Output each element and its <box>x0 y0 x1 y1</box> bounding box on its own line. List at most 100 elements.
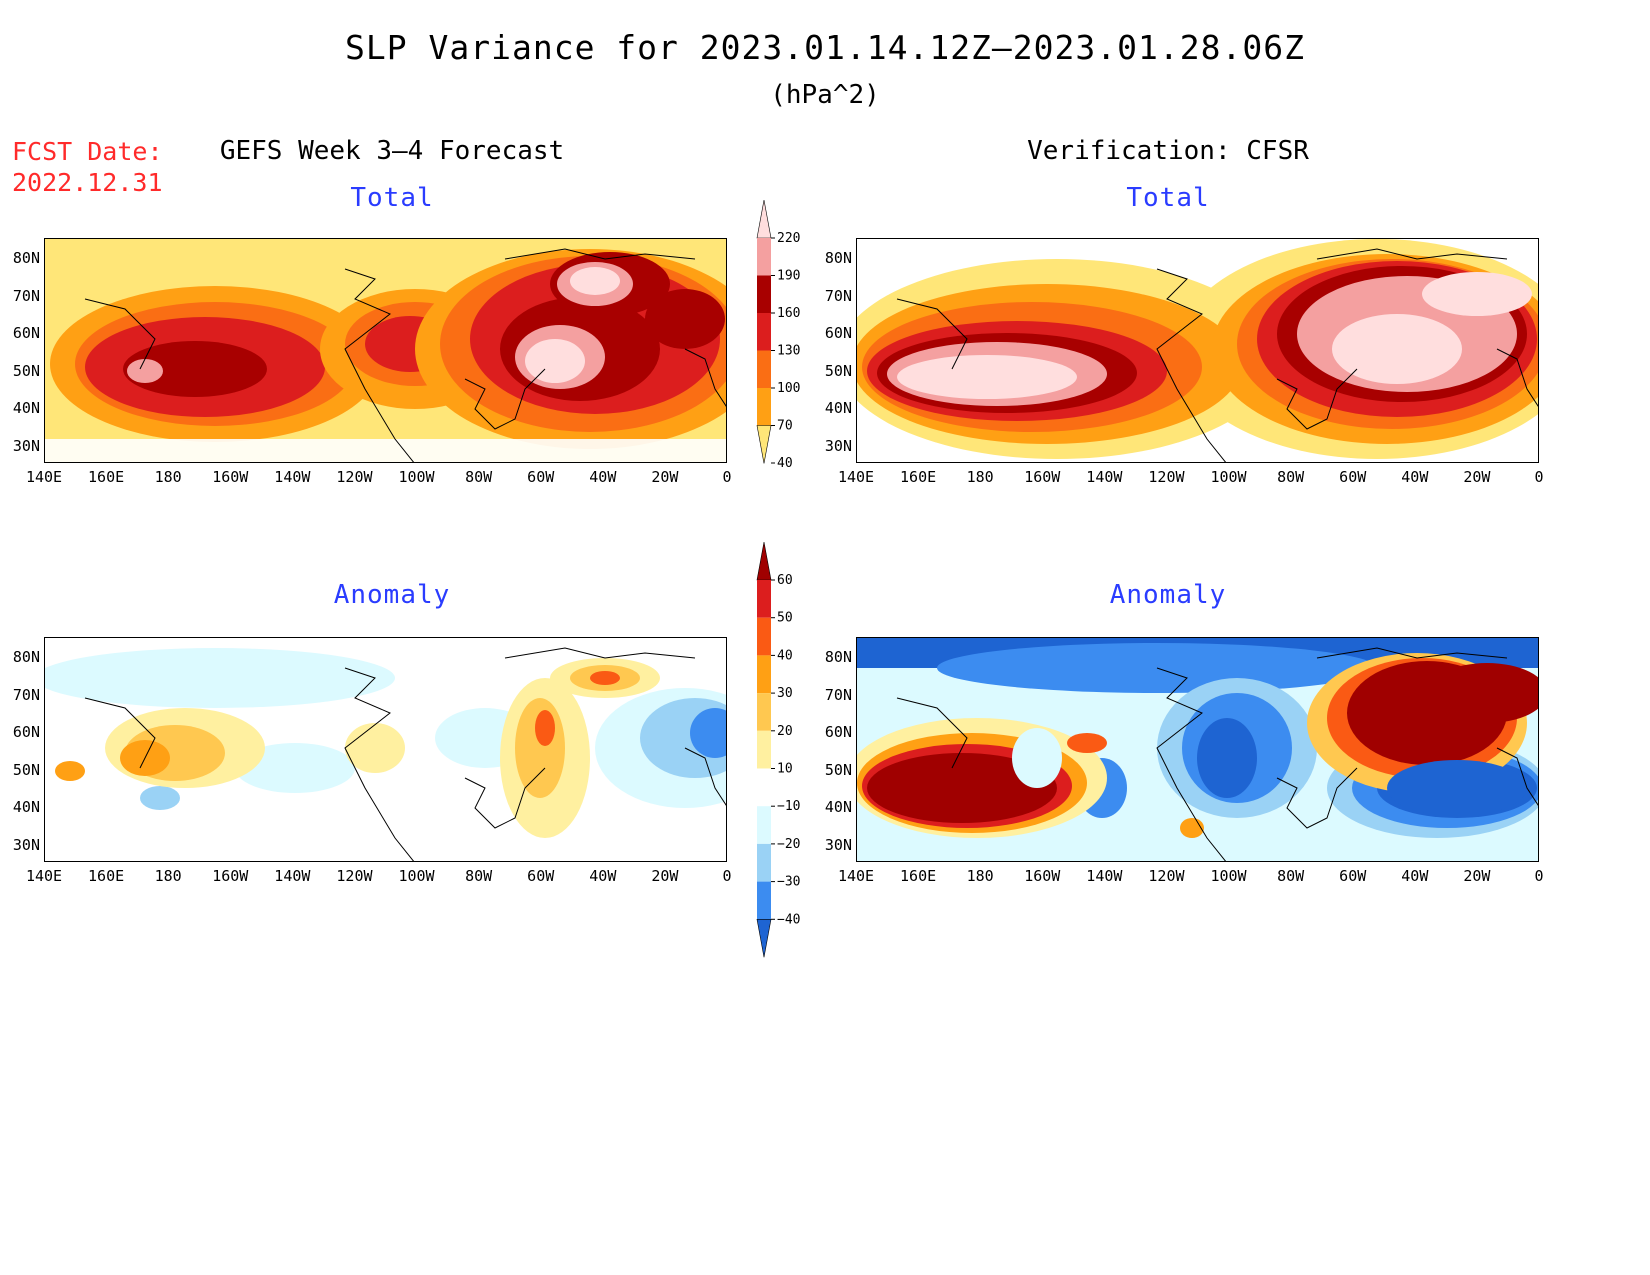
colorbar-label: −20 <box>777 837 800 852</box>
lat-label: 30N <box>824 436 852 455</box>
lat-label: 70N <box>824 286 852 305</box>
lon-label: 20W <box>651 867 679 885</box>
colorbar-bottom-arrow <box>756 919 772 958</box>
lon-label: 140E <box>837 867 875 885</box>
cfsr-total-map <box>856 238 1539 463</box>
lon-label: 140E <box>837 468 875 486</box>
lat-label: 40N <box>824 399 852 417</box>
colorbar-segment <box>757 617 771 656</box>
lon-label: 0 <box>1534 867 1544 885</box>
colorbar-label: −30 <box>777 875 800 890</box>
colorbar-label: 100 <box>777 381 800 396</box>
colorbar-segment <box>757 238 771 276</box>
lat-label: 40N <box>824 798 852 816</box>
colorbar-segment <box>757 350 771 388</box>
colorbar-label: 60 <box>777 573 793 588</box>
colorbar-bottom-arrow <box>756 425 772 464</box>
forecast-date-label: FCST Date: <box>12 137 163 166</box>
forecast-date-value: 2022.12.31 <box>12 168 163 197</box>
lat-label: 60N <box>824 723 852 741</box>
lon-label: 160E <box>88 867 125 885</box>
colorbar-label: 190 <box>777 269 800 284</box>
lon-label: 80W <box>1277 468 1305 486</box>
colorbar-label: 30 <box>777 686 793 701</box>
lon-label: 160E <box>900 867 937 885</box>
lon-label: 160W <box>1024 468 1061 486</box>
forecast-date-block: FCST Date: 2022.12.31 <box>12 136 163 198</box>
figure-title: SLP Variance for 2023.01.14.12Z—2023.01.… <box>345 28 1305 67</box>
gefs-anomaly-field <box>45 638 726 861</box>
colorbar-label: 50 <box>777 611 793 626</box>
lon-label: 40W <box>1401 468 1429 486</box>
colorbar-segment <box>757 730 771 769</box>
colorbar-label: 220 <box>777 231 800 246</box>
lat-label: 70N <box>12 286 40 305</box>
colorbar-label: 70 <box>777 419 793 434</box>
lat-label: 70N <box>824 685 852 704</box>
lon-label: 80W <box>465 468 493 486</box>
lon-label: 0 <box>1534 468 1544 486</box>
lat-label: 30N <box>12 835 40 854</box>
lon-label: 160E <box>88 468 125 486</box>
lat-label: 80N <box>12 249 40 267</box>
lon-label: 20W <box>1463 867 1491 885</box>
lon-label: 40W <box>589 468 617 486</box>
colorbar-label: 40 <box>777 456 793 471</box>
colorbar-segment <box>757 768 771 807</box>
lon-label: 20W <box>651 468 679 486</box>
lon-label: 0 <box>722 468 732 486</box>
lon-label: 60W <box>1339 468 1367 486</box>
lon-label: 80W <box>1277 867 1305 885</box>
colorbar-segment <box>757 693 771 731</box>
colorbar-label: 10 <box>777 762 793 777</box>
lat-label: 50N <box>824 760 852 779</box>
colorbar-top-arrow <box>756 541 772 581</box>
lat-label: 40N <box>12 798 40 816</box>
cfsr-total-subtitle: Total <box>1126 183 1210 213</box>
colorbar-top-arrow <box>756 199 772 239</box>
gefs-anomaly-subtitle: Anomaly <box>333 580 451 610</box>
colorbar-label: 40 <box>777 648 793 663</box>
colorbar-label: −40 <box>777 912 800 927</box>
colorbar-label: 160 <box>777 306 800 321</box>
lat-label: 50N <box>824 361 852 380</box>
lon-label: 160W <box>212 867 249 885</box>
lat-label: 30N <box>824 835 852 854</box>
lon-label: 140W <box>274 468 311 486</box>
lat-label: 60N <box>12 723 40 741</box>
colorbar-segment <box>757 655 771 694</box>
lon-label: 60W <box>1339 867 1367 885</box>
left-column-title: GEFS Week 3—4 Forecast <box>219 136 565 166</box>
colorbar-label: 20 <box>777 724 793 739</box>
lon-label: 100W <box>1210 867 1247 885</box>
gefs-total-field <box>45 239 726 462</box>
lon-label: 20W <box>1463 468 1491 486</box>
lon-label: 100W <box>398 468 435 486</box>
lon-label: 140E <box>25 867 63 885</box>
lat-label: 60N <box>12 324 40 342</box>
gefs-total-map <box>44 238 727 463</box>
colorbar-segment <box>757 843 771 882</box>
lon-label: 140E <box>25 468 63 486</box>
lon-label: 180 <box>966 468 994 486</box>
lon-label: 120W <box>1148 468 1185 486</box>
lat-label: 30N <box>12 436 40 455</box>
colorbar-segment <box>757 388 771 426</box>
colorbar-segment <box>757 580 771 618</box>
lat-label: 70N <box>12 685 40 704</box>
cfsr-total-field <box>857 239 1538 462</box>
units-label: (hPa^2) <box>770 80 880 110</box>
lon-label: 140W <box>274 867 311 885</box>
lon-label: 140W <box>1086 867 1123 885</box>
lon-label: 120W <box>1148 867 1185 885</box>
lon-label: 120W <box>336 468 373 486</box>
lat-label: 80N <box>824 249 852 267</box>
lon-label: 0 <box>722 867 732 885</box>
lon-label: 120W <box>336 867 373 885</box>
colorbar-segment <box>757 881 771 920</box>
lon-label: 100W <box>1210 468 1247 486</box>
lon-label: 40W <box>1401 867 1429 885</box>
lon-label: 60W <box>527 867 555 885</box>
lon-label: 60W <box>527 468 555 486</box>
lon-label: 140W <box>1086 468 1123 486</box>
